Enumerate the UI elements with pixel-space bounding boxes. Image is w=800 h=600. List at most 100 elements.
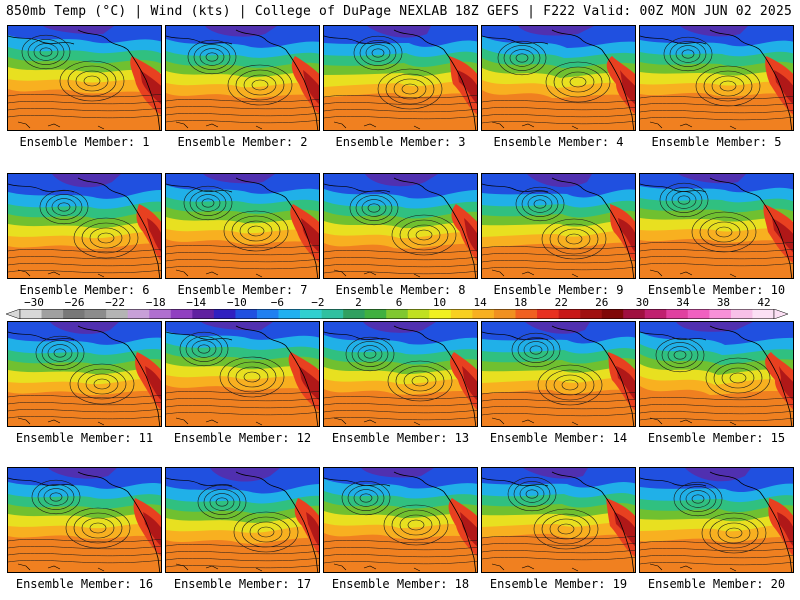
pressure-contour — [482, 549, 635, 554]
pressure-contour — [363, 349, 377, 359]
coastline-asia — [166, 183, 233, 193]
map-canvas — [640, 26, 793, 130]
pressure-contour — [215, 497, 229, 507]
map-canvas — [324, 174, 477, 278]
ensemble-member-label: Ensemble Member: 7 — [177, 283, 308, 297]
pressure-contour — [661, 342, 699, 368]
pressure-contour — [49, 492, 63, 502]
pressure-contour — [203, 489, 241, 515]
temperature-map — [165, 173, 320, 279]
pressure-contour — [541, 513, 591, 545]
pressure-contour — [399, 219, 449, 251]
colorbar-max-arrow — [773, 309, 788, 319]
extreme-heat-region — [143, 512, 161, 547]
pressure-contour — [324, 115, 477, 120]
pressure-contour — [199, 48, 225, 66]
colorbar-tick-label: 30 — [635, 296, 649, 309]
pressure-contour — [703, 70, 753, 102]
extreme-heat-region — [464, 218, 477, 253]
pressure-contour — [73, 217, 139, 259]
pressure-contour — [45, 194, 83, 220]
hot-region — [610, 204, 635, 262]
hot-region — [136, 204, 161, 262]
pressure-contour — [561, 71, 595, 93]
pressure-contour — [324, 539, 477, 544]
pressure-contour — [201, 198, 215, 208]
extreme-heat-region — [145, 366, 161, 401]
extreme-heat-region — [460, 512, 477, 547]
colorbar-tick-label: 42 — [757, 296, 771, 309]
pressure-contour — [8, 545, 161, 550]
pressure-contour — [8, 552, 161, 557]
pressure-contour — [231, 215, 281, 247]
colorbar-tick-label: −2 — [311, 296, 325, 309]
pressure-contour — [387, 360, 453, 402]
colorbar-tick-label: 38 — [716, 296, 731, 309]
temp-band-cold — [8, 26, 161, 44]
pressure-contour — [395, 365, 445, 397]
pressure-contour — [33, 43, 59, 61]
pressure-contour — [541, 218, 607, 260]
pressure-contour — [640, 540, 793, 545]
pressure-contour — [37, 484, 75, 510]
coastline — [235, 325, 319, 426]
coastline-asia — [482, 35, 549, 45]
pressure-contour — [519, 485, 545, 503]
pressure-contour — [681, 49, 695, 59]
pressure-contour — [685, 490, 711, 508]
colorbar-tick-label: 2 — [355, 296, 362, 309]
colorbar-labels: −30 −26 −22 −18 −14 −10 −6 −2 2 6 10 14 18 22 26 30 34 38… — [0, 296, 800, 309]
pressure-contour — [51, 198, 77, 216]
pressure-contour — [197, 344, 211, 354]
map-canvas — [482, 26, 635, 130]
colorbar-tick-label: −30 — [24, 296, 44, 309]
pressure-contour — [166, 397, 319, 402]
pressure-contour — [513, 481, 551, 507]
pressure-contour — [97, 232, 115, 244]
ensemble-member-label: Ensemble Member: 16 — [15, 577, 154, 591]
temperature-map — [639, 173, 794, 279]
pressure-contour — [482, 556, 635, 561]
pressure-contour — [705, 357, 771, 399]
pressure-contour — [75, 70, 109, 92]
extreme-heat-region — [777, 512, 793, 546]
header-run-info: 18Z GEFS | F222 Valid: 00Z MON JUN 02 20… — [454, 4, 792, 19]
pressure-contour — [81, 517, 115, 539]
pressure-contour — [403, 370, 437, 392]
pressure-contour — [640, 255, 793, 260]
ensemble-panel: Ensemble Member: 15 — [639, 321, 794, 445]
colorbar-tick-label: 18 — [514, 296, 528, 309]
temp-band-deep-cold — [680, 26, 748, 37]
pressure-contour — [549, 223, 599, 255]
pressure-contour — [365, 44, 391, 62]
pressure-contour — [8, 394, 161, 399]
pressure-contour — [640, 116, 793, 121]
extreme-heat-region — [147, 218, 161, 252]
pressure-contour — [695, 65, 761, 107]
map-canvas — [482, 174, 635, 278]
colorbar-segment — [170, 309, 193, 319]
coastline-asia — [8, 183, 75, 193]
coastline-asia — [8, 477, 75, 487]
ensemble-member-label: Ensemble Member: 2 — [177, 135, 308, 149]
map-canvas — [324, 322, 477, 426]
pressure-contour — [166, 258, 319, 263]
temperature-map — [323, 25, 478, 131]
ensemble-panel: Ensemble Member: 18 — [323, 467, 478, 591]
temperature-map — [481, 173, 636, 279]
pressure-contour — [529, 345, 543, 355]
pressure-contour — [47, 344, 73, 362]
pressure-contour — [359, 493, 373, 503]
pressure-contour — [569, 76, 587, 88]
islands — [491, 417, 579, 426]
pressure-contour — [243, 371, 261, 383]
pressure-contour — [707, 221, 741, 243]
coastline — [551, 177, 635, 278]
pressure-contour — [39, 47, 53, 57]
ensemble-member-label: Ensemble Member: 18 — [331, 577, 470, 591]
pressure-contour — [659, 182, 709, 218]
pressure-contour — [8, 408, 161, 413]
pressure-contour — [482, 398, 635, 403]
pressure-contour — [482, 535, 635, 540]
